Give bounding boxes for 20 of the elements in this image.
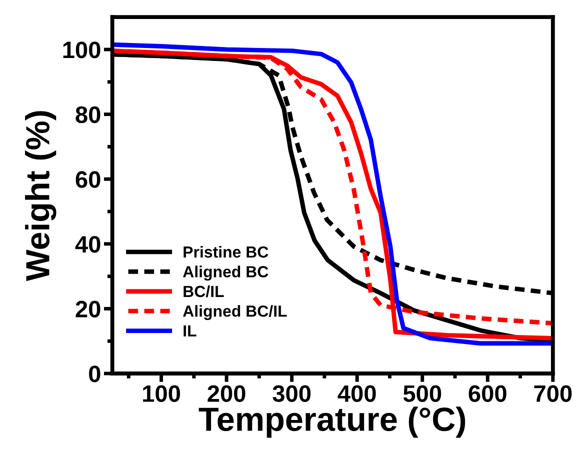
x-tick-label: 600 [468,385,506,402]
legend-label: IL [184,325,196,336]
x-axis-title: Temperature (°C) [198,406,466,438]
y-axis-title: Weight (%) [25,111,56,282]
x-tick-label: 500 [403,385,442,402]
y-tick-label: 40 [75,236,100,253]
y-tick-label: 0 [89,366,100,382]
x-tick-label: 300 [272,385,311,402]
legend-label: Aligned BC [183,266,268,281]
x-tick-label: 700 [534,385,572,402]
x-tick-label: 200 [208,385,246,402]
legend-label: Aligned BC/IL [183,305,287,320]
y-tick-label: 100 [63,42,100,58]
x-tick-label: 100 [143,385,180,402]
y-tick-label: 60 [76,171,100,188]
x-tick-label: 400 [338,385,376,402]
legend-label: Pristine BC [184,246,268,258]
legend-label: BC/IL [184,285,224,298]
y-tick-label: 20 [76,300,100,318]
y-tick-label: 80 [76,106,100,124]
